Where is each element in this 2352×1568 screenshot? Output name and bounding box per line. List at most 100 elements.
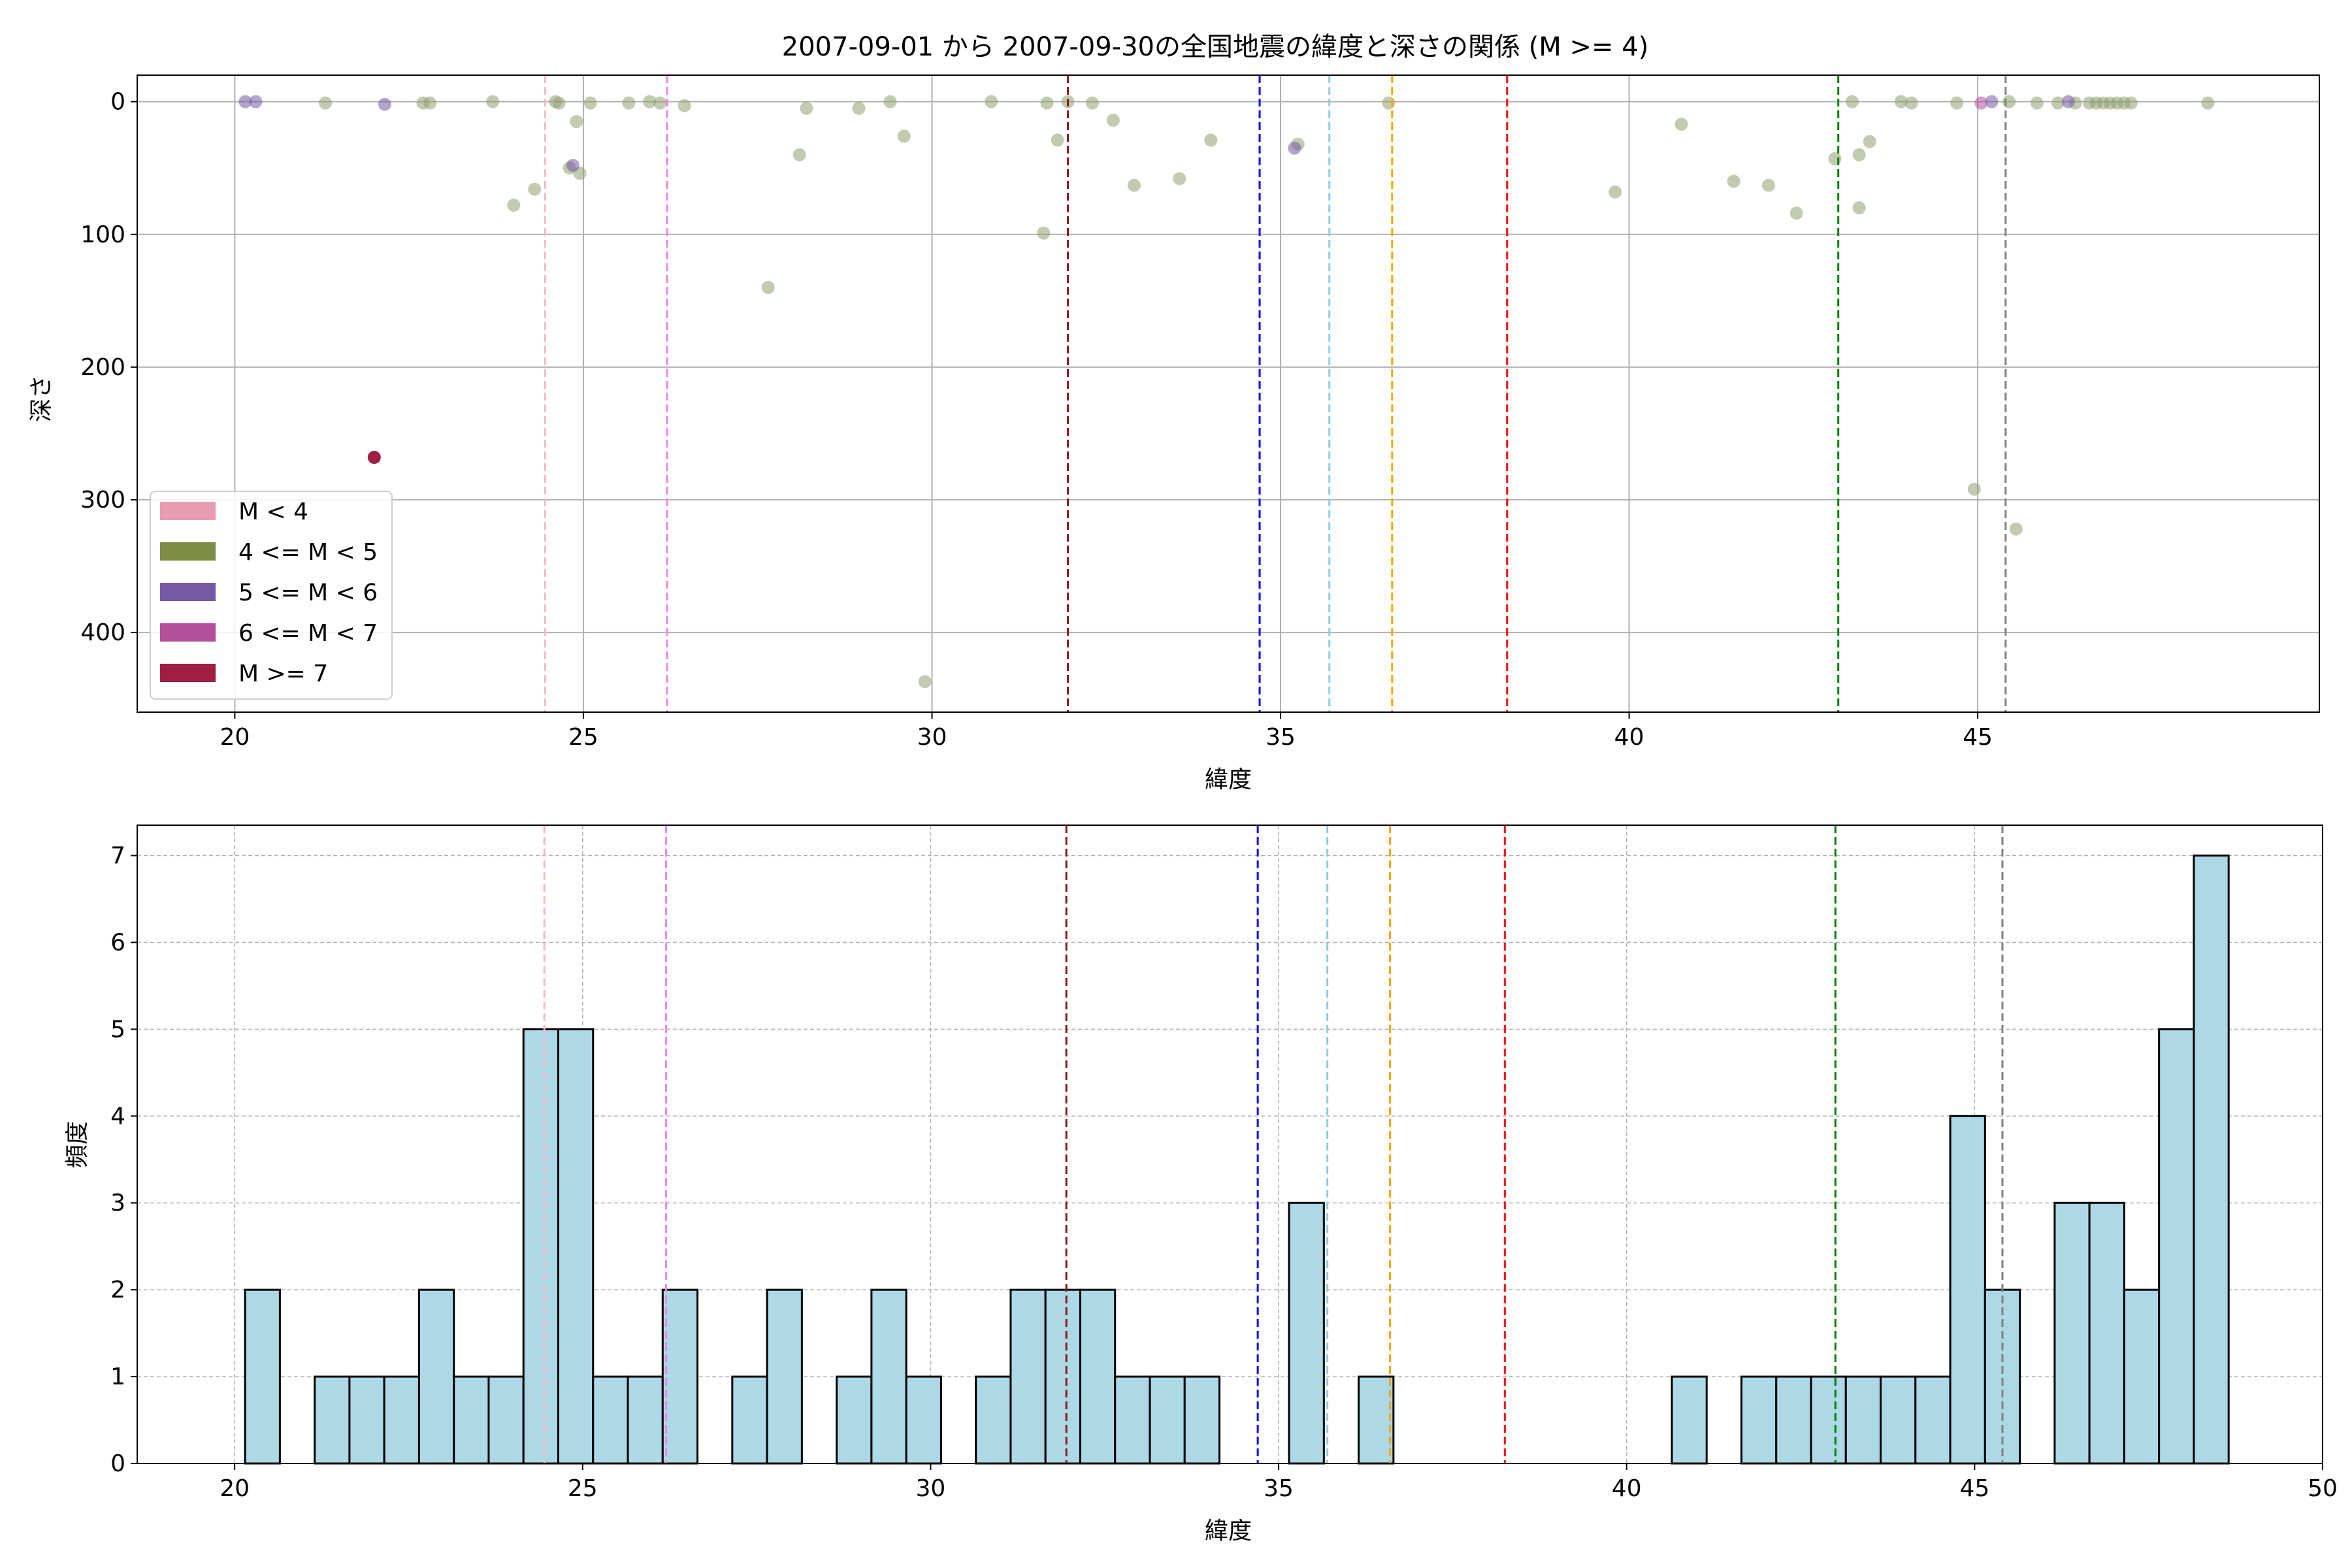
histogram-bar <box>1044 1288 1081 1465</box>
scatter-point <box>852 101 866 115</box>
histogram-bar <box>592 1375 629 1465</box>
scatter-ytick-label: 200 <box>80 354 125 381</box>
scatter-point <box>552 96 566 110</box>
histogram-bar <box>453 1375 490 1465</box>
legend-label-m-6-7: 6 <= M < 7 <box>238 620 378 647</box>
histogram-bar <box>383 1375 420 1465</box>
scatter-xtick-label: 20 <box>220 724 250 751</box>
legend-swatch-m-ge-7 <box>160 664 216 682</box>
scatter-point <box>1863 135 1876 148</box>
scatter-xtick-label: 45 <box>1963 724 1993 751</box>
scatter-point <box>1382 96 1396 110</box>
scatter-point <box>1904 96 1918 110</box>
scatter-point <box>1761 178 1775 192</box>
legend-swatch-m-lt-4 <box>160 502 216 520</box>
histogram-xtick-label: 40 <box>1612 1475 1642 1502</box>
scatter-point <box>1106 114 1120 127</box>
scatter-xtick-label: 35 <box>1266 724 1296 751</box>
histogram-bar <box>1880 1375 1917 1465</box>
histogram-xtick-label: 25 <box>568 1475 598 1502</box>
scatter-point <box>1852 201 1866 215</box>
scatter-xtick-label: 30 <box>917 724 947 751</box>
scatter-point <box>528 182 542 196</box>
histogram-bar <box>1775 1375 1812 1465</box>
scatter-point <box>761 281 775 294</box>
scatter-point <box>1846 95 1859 108</box>
scatter-point <box>622 96 636 110</box>
scatter-ytick-label: 0 <box>110 89 125 116</box>
scatter-ytick-label: 100 <box>80 221 125 248</box>
scatter-point <box>1894 95 1908 108</box>
scatter-point <box>583 96 597 110</box>
scatter-point <box>2051 96 2065 110</box>
scatter-point <box>1173 172 1186 186</box>
histogram-xtick-label: 50 <box>2308 1475 2338 1502</box>
histogram-bar <box>417 1288 455 1465</box>
histogram-bar <box>1114 1375 1151 1465</box>
histogram-bar <box>522 1028 559 1465</box>
scatter-point <box>653 96 667 110</box>
scatter-title: 2007-09-01 から 2007-09-30の全国地震の緯度と深さの関係 (… <box>782 32 1649 62</box>
histogram-xtick-label: 20 <box>220 1475 250 1502</box>
histogram-xtick-label: 30 <box>916 1475 946 1502</box>
histogram-bar <box>836 1375 873 1465</box>
scatter-point <box>1674 118 1688 131</box>
histogram-bar <box>487 1375 525 1465</box>
scatter-point <box>1051 133 1064 147</box>
scatter-reference-lines <box>544 75 2007 712</box>
scatter-point <box>486 95 500 108</box>
scatter-point <box>918 675 932 689</box>
histogram-bar <box>1358 1375 1395 1465</box>
scatter-point <box>1204 133 1218 147</box>
histogram-bar <box>766 1288 803 1465</box>
scatter-point <box>1040 96 1054 110</box>
scatter-point <box>2009 522 2023 536</box>
scatter-point <box>1727 174 1740 188</box>
scatter-point <box>1852 148 1866 161</box>
scatter-point <box>238 95 252 108</box>
histogram-bar <box>1740 1375 1778 1465</box>
scatter-xtick-label: 25 <box>568 724 598 751</box>
scatter-point <box>319 96 333 110</box>
scatter-point <box>1828 152 1842 165</box>
histogram-bar <box>1844 1375 1882 1465</box>
scatter-point <box>1085 96 1099 110</box>
histogram-bar <box>2053 1201 2091 1465</box>
histogram-ytick-label: 2 <box>110 1277 125 1303</box>
histogram-bar <box>244 1288 281 1465</box>
histogram-bar <box>1183 1375 1221 1465</box>
histogram-reference-lines <box>543 825 2004 1463</box>
scatter-point <box>1037 226 1051 240</box>
scatter-point <box>2201 96 2215 110</box>
legend-label-m-4-5: 4 <= M < 5 <box>238 539 378 566</box>
histogram-ylabel: 頻度 <box>64 1121 91 1168</box>
histogram-bar <box>1079 1288 1117 1465</box>
scatter-axes-frame <box>137 74 2320 713</box>
histogram-ytick-label: 1 <box>110 1364 125 1390</box>
scatter-ytick-label: 400 <box>80 619 125 646</box>
scatter-point <box>2030 96 2044 110</box>
scatter-point <box>800 101 813 115</box>
scatter-point <box>883 95 897 108</box>
scatter-point <box>1789 206 1803 220</box>
histogram-bar <box>2123 1288 2161 1465</box>
legend-label-m-ge-7: M >= 7 <box>238 661 328 687</box>
scatter-point <box>378 97 391 111</box>
histogram-ytick-label: 5 <box>110 1016 125 1043</box>
histogram-bar <box>1810 1375 1847 1465</box>
scatter-point <box>643 95 657 108</box>
scatter-point <box>570 115 583 129</box>
histogram-bar <box>1914 1375 1952 1465</box>
histogram-bar <box>905 1375 942 1465</box>
histogram-bar <box>1288 1201 1325 1465</box>
scatter-xlabel: 緯度 <box>1205 766 1252 793</box>
legend-label-m-5-6: 5 <= M < 6 <box>238 580 378 606</box>
histogram-bars <box>244 855 2230 1465</box>
histogram-bar <box>314 1375 351 1465</box>
histogram-bar <box>870 1288 907 1465</box>
legend-swatch-m-4-5 <box>160 542 216 561</box>
histogram-bar <box>1009 1288 1047 1465</box>
